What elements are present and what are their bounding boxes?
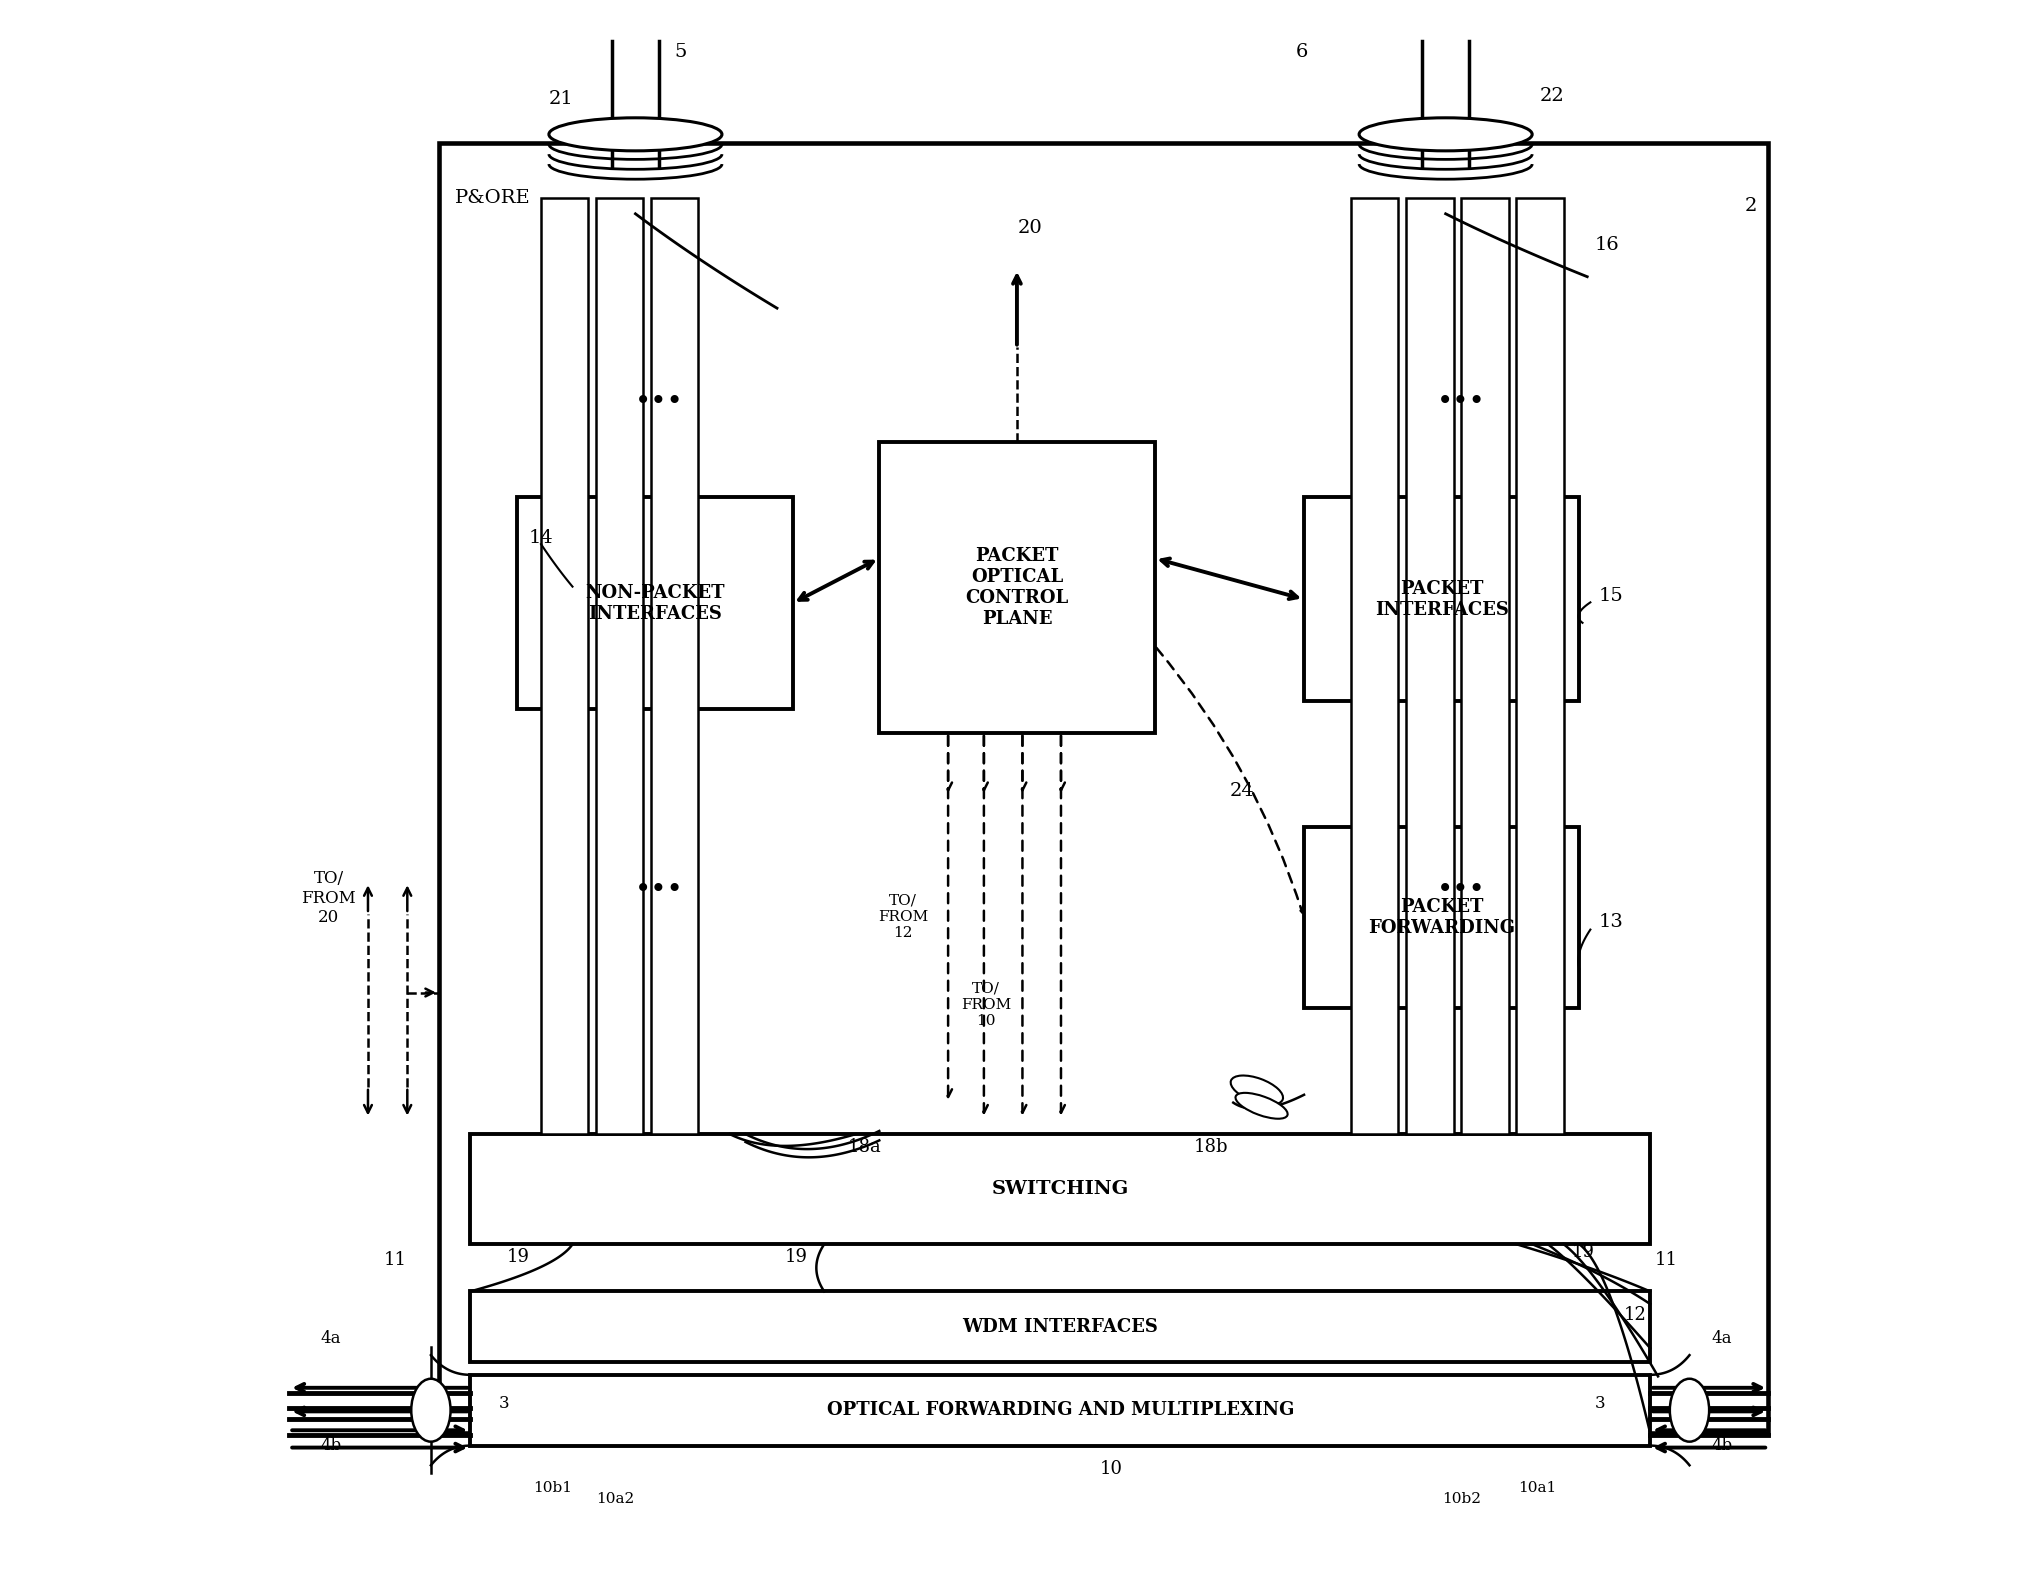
- Bar: [1305, 827, 1580, 1009]
- Text: 19: 19: [784, 1248, 808, 1266]
- Bar: [517, 496, 792, 709]
- Ellipse shape: [1669, 1379, 1710, 1442]
- Text: 4a: 4a: [1712, 1330, 1732, 1347]
- Text: PACKET
FORWARDING: PACKET FORWARDING: [1368, 898, 1515, 938]
- Text: WDM INTERFACES: WDM INTERFACES: [962, 1318, 1159, 1336]
- Text: •••: •••: [634, 876, 683, 903]
- Ellipse shape: [411, 1379, 450, 1442]
- Text: TO/
FROM
12: TO/ FROM 12: [877, 894, 928, 941]
- Bar: [1461, 199, 1509, 1135]
- Text: 18b: 18b: [1193, 1138, 1228, 1155]
- Bar: [470, 1135, 1649, 1243]
- Text: 24: 24: [1230, 782, 1254, 801]
- Text: SWITCHING: SWITCHING: [991, 1180, 1128, 1198]
- Bar: [650, 199, 699, 1135]
- Text: 11: 11: [1655, 1251, 1678, 1269]
- Text: OPTICAL FORWARDING AND MULTIPLEXING: OPTICAL FORWARDING AND MULTIPLEXING: [827, 1401, 1295, 1420]
- Text: 2: 2: [1744, 197, 1757, 214]
- Text: 3: 3: [1594, 1395, 1607, 1412]
- Bar: [440, 143, 1769, 1433]
- Text: PACKET
OPTICAL
CONTROL
PLANE: PACKET OPTICAL CONTROL PLANE: [964, 547, 1068, 627]
- Text: 3: 3: [498, 1395, 509, 1412]
- Bar: [1351, 199, 1398, 1135]
- Ellipse shape: [1236, 1092, 1289, 1119]
- Ellipse shape: [1359, 118, 1532, 151]
- Text: •••: •••: [1436, 389, 1485, 416]
- Bar: [470, 1374, 1649, 1445]
- Text: •••: •••: [1436, 876, 1485, 903]
- Text: 10a1: 10a1: [1517, 1481, 1556, 1496]
- Bar: [1515, 199, 1564, 1135]
- Bar: [541, 199, 588, 1135]
- Ellipse shape: [1230, 1075, 1282, 1105]
- Text: 5: 5: [675, 43, 687, 61]
- Text: 14: 14: [529, 530, 553, 547]
- Text: 15: 15: [1599, 588, 1623, 605]
- Bar: [1406, 199, 1453, 1135]
- Text: 16: 16: [1594, 236, 1621, 254]
- Text: 4b: 4b: [1712, 1437, 1732, 1455]
- Bar: [1305, 496, 1580, 701]
- Text: 10b1: 10b1: [533, 1481, 571, 1496]
- Text: 12: 12: [1623, 1307, 1647, 1324]
- Text: 18a: 18a: [847, 1138, 881, 1155]
- Text: 10a2: 10a2: [596, 1492, 634, 1507]
- Text: 4b: 4b: [320, 1437, 342, 1455]
- Text: •••: •••: [634, 389, 683, 416]
- Text: 19: 19: [506, 1248, 529, 1266]
- Text: P&ORE: P&ORE: [454, 189, 531, 206]
- Text: 13: 13: [1599, 913, 1623, 931]
- Ellipse shape: [549, 118, 721, 151]
- Text: 10: 10: [1100, 1461, 1122, 1478]
- Bar: [879, 441, 1155, 733]
- Bar: [470, 1291, 1649, 1362]
- Text: 6: 6: [1297, 43, 1309, 61]
- Text: 21: 21: [549, 90, 573, 107]
- Text: TO/
FROM
20: TO/ FROM 20: [302, 870, 357, 927]
- Bar: [596, 199, 644, 1135]
- Text: 20: 20: [1017, 219, 1043, 236]
- Text: TO/
FROM
10: TO/ FROM 10: [960, 982, 1011, 1028]
- Text: 19: 19: [1572, 1243, 1594, 1261]
- Text: 11: 11: [383, 1251, 407, 1269]
- Text: 4a: 4a: [320, 1330, 340, 1347]
- Text: 22: 22: [1540, 87, 1564, 104]
- Text: NON-PACKET
INTERFACES: NON-PACKET INTERFACES: [586, 583, 725, 623]
- Text: 10b2: 10b2: [1443, 1492, 1481, 1507]
- Text: PACKET
INTERFACES: PACKET INTERFACES: [1376, 580, 1509, 619]
